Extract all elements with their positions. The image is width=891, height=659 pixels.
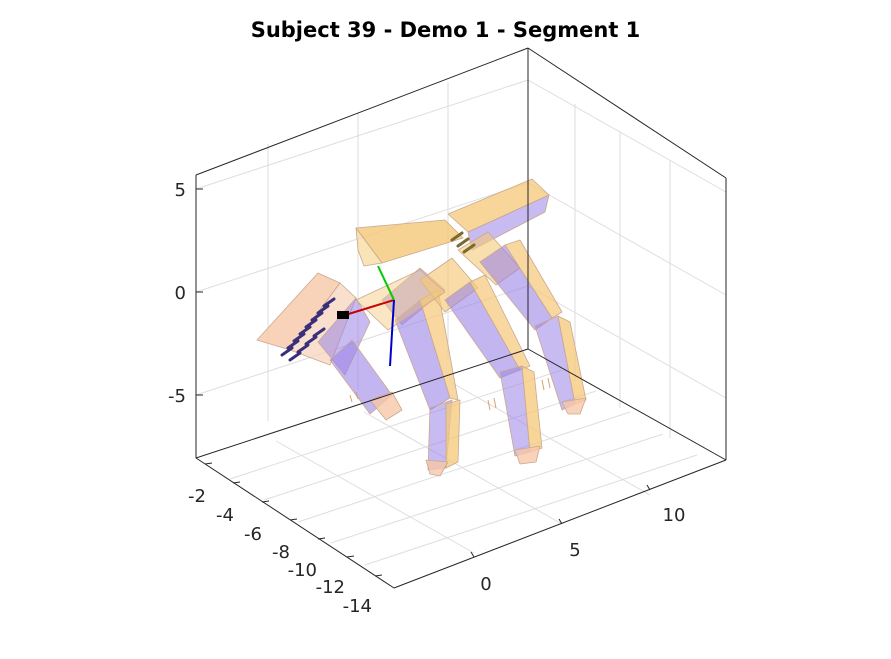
frame-z-axis (389, 299, 395, 367)
z-tick-label: 0 (175, 283, 186, 304)
marker-clusters (280, 231, 551, 411)
y-tick-label: -14 (343, 596, 372, 617)
y-tick-label: -6 (244, 524, 262, 545)
finger-4-end (561, 397, 587, 415)
x-tick-label: 0 (480, 574, 491, 595)
x-tick-label: 10 (663, 505, 686, 526)
palm-center (355, 269, 446, 331)
frame-x-axis (341, 299, 395, 317)
wrist-block-side (355, 227, 383, 267)
hand-model (256, 178, 587, 477)
z-tick-label: -5 (168, 386, 186, 407)
finger-4-tip-light (557, 315, 587, 405)
finger-2-tip-light (445, 399, 461, 469)
z-tick-label: 5 (175, 180, 186, 201)
finger-2-end (425, 459, 449, 477)
tick-marks (196, 188, 651, 577)
y-tick-label: -10 (288, 560, 317, 581)
coordinate-frame (337, 265, 395, 367)
chart-title: Subject 39 - Demo 1 - Segment 1 (250, 18, 641, 42)
finger-3-mid-light (469, 274, 531, 371)
plot-box (195, 47, 727, 589)
y-tick-label: -12 (316, 577, 345, 598)
y-tick-label: -4 (216, 505, 234, 526)
x-tick-label: 5 (569, 540, 580, 561)
finger-4-mid-light (504, 239, 563, 319)
y-tick-label: -8 (272, 542, 290, 563)
finger-3-tip-light (521, 365, 543, 453)
finger-1-tip (369, 391, 403, 421)
y-tick-label: -2 (188, 486, 206, 507)
frame-origin-marker (337, 311, 349, 319)
frame-y-axis (377, 265, 395, 301)
finger-3-end (514, 445, 541, 465)
tick-labels: 5 0 -5 -2 -4 -6 -8 -10 -12 -14 0 5 10 (168, 180, 685, 617)
